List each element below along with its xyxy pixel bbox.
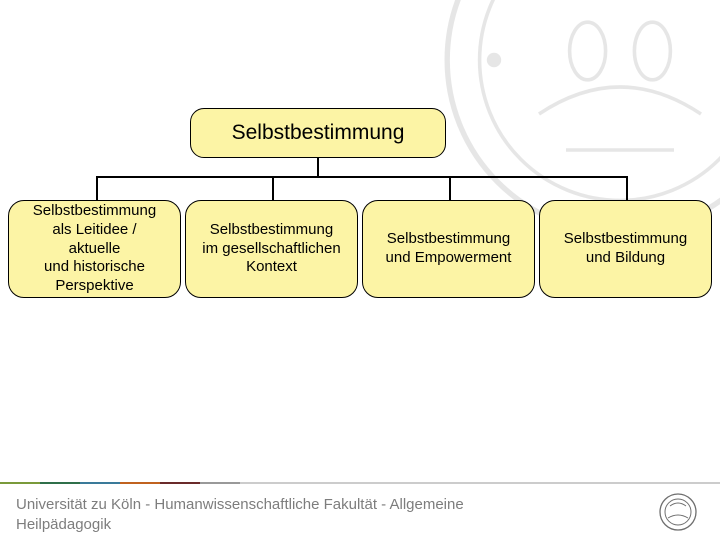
tree-root-node: Selbstbestimmung — [190, 108, 446, 158]
tree-child-label: Selbstbestimmung als Leitidee / aktuelle… — [33, 202, 156, 296]
tree-children-row: Selbstbestimmung als Leitidee / aktuelle… — [8, 200, 712, 298]
footer-bar-seg — [40, 482, 80, 485]
connector-hbar — [96, 176, 628, 178]
footer-bar-seg — [200, 482, 240, 485]
footer-bar-seg — [0, 482, 40, 485]
tree-child-node: Selbstbestimmung im gesellschaftlichen K… — [185, 200, 358, 298]
tree-root-label: Selbstbestimmung — [232, 121, 405, 145]
tree-child-label: Selbstbestimmung im gesellschaftlichen K… — [202, 221, 340, 277]
footer-line2: Heilpädagogik — [16, 516, 111, 533]
connector-drop — [449, 176, 451, 200]
footer-bar-seg — [80, 482, 120, 485]
tree-child-node: Selbstbestimmung und Empowerment — [362, 200, 535, 298]
footer-bar-seg — [120, 482, 160, 485]
tree-child-label: Selbstbestimmung und Bildung — [564, 230, 687, 268]
connector-drop — [626, 176, 628, 200]
org-tree-diagram: Selbstbestimmung Selbstbestimmung als Le… — [0, 108, 720, 328]
connector-stem — [317, 158, 319, 176]
footer-color-bar — [0, 482, 720, 485]
university-seal-icon — [658, 492, 698, 532]
footer-line1: Universität zu Köln - Humanwissenschaftl… — [16, 496, 464, 513]
tree-child-label: Selbstbestimmung und Empowerment — [386, 230, 512, 268]
footer-bar-seg — [160, 482, 200, 485]
connector-drop — [272, 176, 274, 200]
tree-child-node: Selbstbestimmung als Leitidee / aktuelle… — [8, 200, 181, 298]
connector-drop — [96, 176, 98, 200]
tree-child-node: Selbstbestimmung und Bildung — [539, 200, 712, 298]
footer-text: Universität zu Köln - Humanwissenschaftl… — [16, 495, 576, 534]
footer-bar-seg — [240, 482, 720, 485]
